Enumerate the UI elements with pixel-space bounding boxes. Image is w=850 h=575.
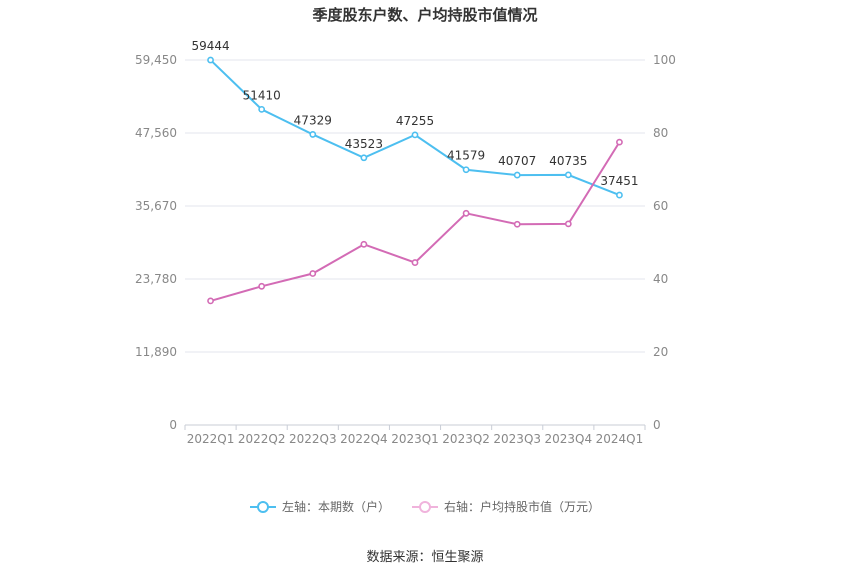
data-label: 37451 — [600, 174, 638, 188]
data-point-0 — [513, 171, 521, 179]
data-point-0 — [411, 131, 419, 139]
y-right-tick-label: 20 — [653, 345, 668, 359]
legend: 左轴：本期数（户） 右轴：户均持股市值（万元） — [0, 498, 850, 515]
y-right-tick-label: 80 — [653, 126, 668, 140]
data-point-1 — [258, 282, 266, 290]
y-left-tick-label: 0 — [169, 418, 177, 432]
y-left-tick-label: 11,890 — [135, 345, 177, 359]
x-tick-label: 2023Q3 — [493, 432, 541, 446]
data-label: 40735 — [549, 154, 587, 168]
y-left-tick-label: 47,560 — [135, 126, 177, 140]
y-left-tick-label: 23,780 — [135, 272, 177, 286]
data-label: 47255 — [396, 114, 434, 128]
x-tick-label: 2022Q2 — [238, 432, 286, 446]
data-point-1 — [309, 270, 317, 277]
data-label: 43523 — [345, 137, 383, 151]
data-point-0 — [207, 56, 214, 64]
data-point-1 — [411, 259, 419, 266]
x-tick-label: 2022Q1 — [187, 432, 235, 446]
legend-swatch-avg-value — [412, 500, 438, 513]
y-right-tick-label: 40 — [653, 272, 668, 286]
legend-label-avg-value: 右轴：户均持股市值（万元） — [444, 500, 601, 514]
data-point-1 — [360, 240, 368, 248]
legend-item-avg-value[interactable]: 右轴：户均持股市值（万元） — [412, 498, 600, 515]
data-point-1 — [207, 297, 214, 305]
legend-label-households: 左轴：本期数（户） — [281, 500, 390, 514]
x-tick-label: 2023Q4 — [545, 432, 593, 446]
legend-item-households[interactable]: 左轴：本期数（户） — [249, 498, 390, 515]
data-label: 51410 — [243, 88, 281, 102]
x-tick-label: 2024Q1 — [596, 432, 644, 446]
data-point-1 — [616, 138, 623, 146]
data-point-1 — [564, 220, 572, 228]
data-point-0 — [616, 191, 623, 199]
data-point-1 — [462, 209, 470, 217]
data-point-0 — [462, 166, 470, 174]
data-point-0 — [360, 154, 368, 162]
data-point-1 — [513, 220, 521, 228]
x-tick-label: 2023Q2 — [442, 432, 490, 446]
y-left-tick-label: 35,670 — [135, 199, 177, 213]
data-source: 数据来源：恒生聚源 — [366, 550, 484, 565]
x-tick-label: 2023Q1 — [391, 432, 439, 446]
data-label: 40707 — [498, 154, 536, 168]
data-label: 59444 — [191, 39, 229, 53]
y-right-tick-label: 100 — [653, 53, 676, 67]
data-point-0 — [564, 171, 572, 179]
x-tick-label: 2022Q4 — [340, 432, 388, 446]
y-right-tick-label: 60 — [653, 199, 668, 213]
data-label: 47329 — [294, 113, 332, 127]
legend-swatch-households — [249, 500, 276, 513]
y-left-tick-label: 59,450 — [135, 53, 177, 67]
data-label: 41579 — [447, 149, 485, 163]
data-point-0 — [258, 105, 266, 113]
data-point-0 — [309, 131, 317, 138]
chart-title: 季度股东户数、户均持股市值情况 — [312, 6, 538, 24]
x-tick-label: 2022Q3 — [289, 432, 337, 446]
y-right-tick-label: 0 — [653, 418, 661, 432]
